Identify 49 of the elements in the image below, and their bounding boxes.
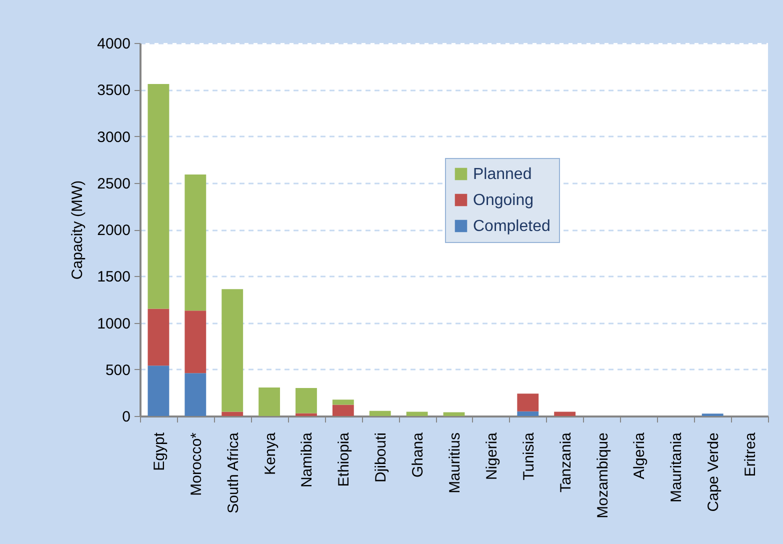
x-tick-label: Ghana bbox=[410, 432, 427, 478]
bar bbox=[517, 411, 539, 416]
legend-label: Completed bbox=[473, 218, 550, 235]
x-tick-label: South Africa bbox=[224, 432, 242, 514]
bar bbox=[258, 388, 280, 416]
x-tick-label: Nigeria bbox=[483, 432, 500, 480]
bar bbox=[148, 308, 170, 366]
bar bbox=[296, 388, 317, 414]
x-tick-label: Morocco* bbox=[188, 432, 205, 496]
bar bbox=[554, 412, 576, 416]
x-tick-label: Tunisia bbox=[520, 432, 538, 480]
x-tick-label: Eritrea bbox=[742, 432, 760, 477]
x-tick-label: Mauritania bbox=[668, 432, 686, 503]
legend-label: Ongoing bbox=[473, 192, 534, 209]
bar bbox=[148, 84, 170, 309]
x-tick-label: Tanzania bbox=[557, 432, 574, 493]
x-tick-label: Kenya bbox=[262, 432, 279, 476]
x-tick-label: Mauritius bbox=[446, 432, 464, 494]
x-tick-label: Cape Verde bbox=[705, 432, 722, 512]
bar bbox=[369, 410, 391, 416]
bar bbox=[222, 412, 244, 416]
y-tick-label: 3500 bbox=[97, 82, 130, 100]
y-tick-label: 2000 bbox=[97, 222, 130, 239]
y-tick-label: 0 bbox=[122, 408, 130, 426]
bar bbox=[332, 404, 354, 416]
y-tick-label: 1000 bbox=[97, 315, 130, 332]
x-tick-label: Algeria bbox=[631, 432, 648, 480]
bar bbox=[296, 413, 317, 416]
x-tick-label: Mozambique bbox=[594, 432, 612, 518]
y-axis-title: Capacity (MW) bbox=[69, 180, 86, 280]
x-tick-label: Egypt bbox=[150, 432, 168, 471]
x-tick-label: Ethiopia bbox=[336, 432, 353, 487]
bar bbox=[332, 400, 354, 405]
bar bbox=[184, 310, 206, 374]
bar bbox=[406, 412, 428, 416]
bar bbox=[184, 373, 206, 416]
bar bbox=[443, 412, 465, 416]
bar bbox=[148, 366, 170, 416]
y-tick-label: 4000 bbox=[97, 36, 130, 52]
bar bbox=[517, 394, 539, 412]
y-tick-label: 3000 bbox=[97, 128, 130, 146]
x-tick-label: Djibouti bbox=[372, 432, 390, 483]
y-tick-label: 1500 bbox=[97, 268, 130, 286]
y-tick-label: 2500 bbox=[97, 175, 130, 192]
y-tick-label: 500 bbox=[105, 362, 130, 379]
bar bbox=[184, 174, 206, 311]
x-tick-label: Namibia bbox=[298, 432, 316, 488]
legend-label: Planned bbox=[473, 166, 532, 183]
bar bbox=[222, 289, 244, 412]
